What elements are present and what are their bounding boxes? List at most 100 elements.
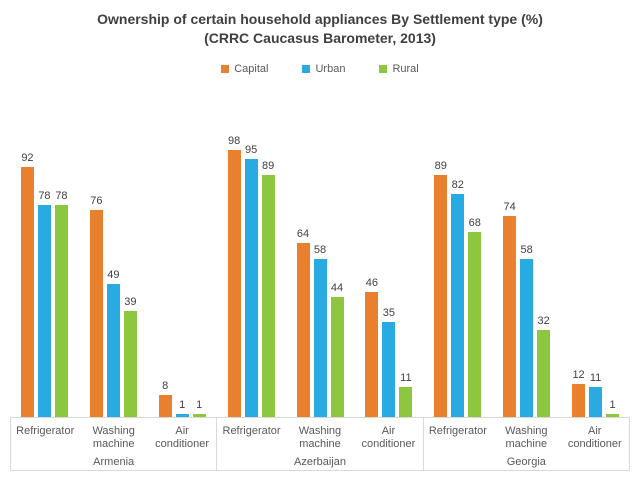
bar-urban: [451, 193, 465, 417]
bar-capital: [20, 166, 34, 417]
bar-value-label: 35: [382, 306, 396, 319]
bar-value-label: 74: [503, 200, 516, 213]
bar-capital: [434, 174, 448, 417]
bar-rural: [192, 414, 206, 417]
bar-capital: [296, 242, 310, 417]
bar-value-label: 58: [520, 244, 533, 257]
bar-rural: [261, 174, 275, 417]
legend-label: Urban: [315, 63, 346, 75]
bar-column: 49: [106, 127, 120, 417]
bar-capital: [503, 215, 517, 417]
bar-capital: [227, 150, 241, 417]
bar-value-label: 92: [21, 151, 34, 164]
bar-value-label: 49: [107, 268, 120, 281]
legend-item-rural: Rural: [379, 63, 419, 75]
legend-swatch-icon: [379, 65, 388, 73]
legend-label: Capital: [234, 63, 269, 75]
legend-item-capital: Capital: [221, 63, 268, 75]
bar-cluster: 74 58 32: [492, 127, 561, 417]
bar-column: 92: [20, 127, 34, 417]
bar-capital: [158, 395, 172, 417]
bar-cluster: 12 11 1: [561, 127, 630, 417]
category-label: Air conditioner: [361, 425, 416, 450]
bar-value-label: 89: [261, 159, 275, 172]
bar-column: 58: [520, 127, 534, 417]
bar-group-azerbaijan: 98 95 89 64 58 44 46 35 11: [217, 127, 424, 417]
bar-value-label: 82: [451, 178, 464, 191]
bar-value-label: 11: [589, 372, 602, 385]
category-label: Refrigerator: [428, 425, 487, 437]
bar-capital: [572, 384, 586, 417]
bar-value-label: 1: [179, 399, 186, 412]
bar-rural: [330, 297, 344, 417]
bar-value-label: 89: [434, 159, 447, 172]
legend-label: Rural: [392, 63, 419, 75]
bar-column: 39: [123, 127, 137, 417]
bar-value-label: 12: [572, 369, 585, 382]
bar-column: 78: [54, 127, 68, 417]
bar-column: 12: [572, 127, 586, 417]
bar-column: 78: [37, 127, 51, 417]
bar-value-label: 11: [400, 372, 412, 385]
bar-cluster: 64 58 44: [286, 127, 355, 417]
bar-column: 8: [158, 127, 172, 417]
bar-value-label: 32: [537, 314, 550, 327]
country-label: Georgia: [506, 456, 546, 468]
bar-value-label: 1: [196, 399, 203, 412]
bar-value-label: 8: [162, 380, 169, 393]
bar-group-georgia: 89 82 68 74 58 32 12 11 1: [423, 127, 630, 417]
bar-value-label: 44: [330, 282, 344, 295]
bar-rural: [606, 414, 620, 417]
bar-rural: [537, 329, 551, 417]
category-label: Air conditioner: [567, 425, 622, 450]
bar-value-label: 78: [55, 189, 68, 202]
bar-column: 44: [330, 127, 344, 417]
bar-column: 68: [468, 127, 482, 417]
bar-column: 98: [227, 127, 241, 417]
axis-group-azerbaijan: Refrigerator Washing machine Air condition…: [217, 418, 424, 470]
bar-rural: [54, 204, 68, 417]
bar-urban: [520, 259, 534, 417]
bar-value-label: 68: [468, 217, 481, 230]
bar-column: 76: [89, 127, 103, 417]
bar-column: 89: [261, 127, 275, 417]
axis-group-armenia: Refrigerator Washing machine Air condition…: [11, 418, 218, 470]
chart-subtitle: (CRRC Caucasus Barometer, 2013): [204, 30, 436, 46]
bar-rural: [468, 232, 482, 417]
bar-column: 89: [434, 127, 448, 417]
bar-urban: [106, 283, 120, 417]
bar-cluster: 98 95 89: [217, 127, 286, 417]
bar-cluster: 92 78 78: [10, 127, 79, 417]
chart-title-block: Ownership of certain household appliance…: [0, 0, 640, 48]
bar-column: 1: [175, 127, 189, 417]
category-label: Air conditioner: [155, 425, 209, 450]
bar-value-label: 39: [124, 295, 137, 308]
bar-group-armenia: 92 78 78 76 49 39 8 1 1: [10, 127, 217, 417]
bar-urban: [37, 204, 51, 417]
bar-value-label: 98: [227, 135, 241, 148]
chart-legend: Capital Urban Rural: [0, 62, 640, 76]
bar-cluster: 89 82 68: [423, 127, 492, 417]
bar-column: 95: [244, 127, 258, 417]
bar-value-label: 76: [90, 195, 103, 208]
legend-swatch-icon: [221, 65, 230, 73]
category-label: Washing machine: [298, 425, 342, 450]
bar-column: 35: [382, 127, 396, 417]
bar-column: 1: [192, 127, 206, 417]
bar-value-label: 78: [38, 189, 51, 202]
legend-swatch-icon: [302, 65, 311, 73]
bar-urban: [244, 158, 258, 417]
category-label: Washing machine: [92, 425, 135, 450]
category-label: Refrigerator: [16, 425, 75, 437]
bar-column: 46: [365, 127, 379, 417]
bar-urban: [382, 321, 396, 417]
bar-value-label: 46: [365, 276, 379, 289]
country-label: Azerbaijan: [294, 456, 346, 468]
bar-rural: [399, 387, 413, 417]
bar-column: 11: [589, 127, 603, 417]
bar-column: 74: [503, 127, 517, 417]
bar-urban: [313, 259, 327, 417]
bar-cluster: 46 35 11: [354, 127, 423, 417]
bar-capital: [89, 210, 103, 417]
